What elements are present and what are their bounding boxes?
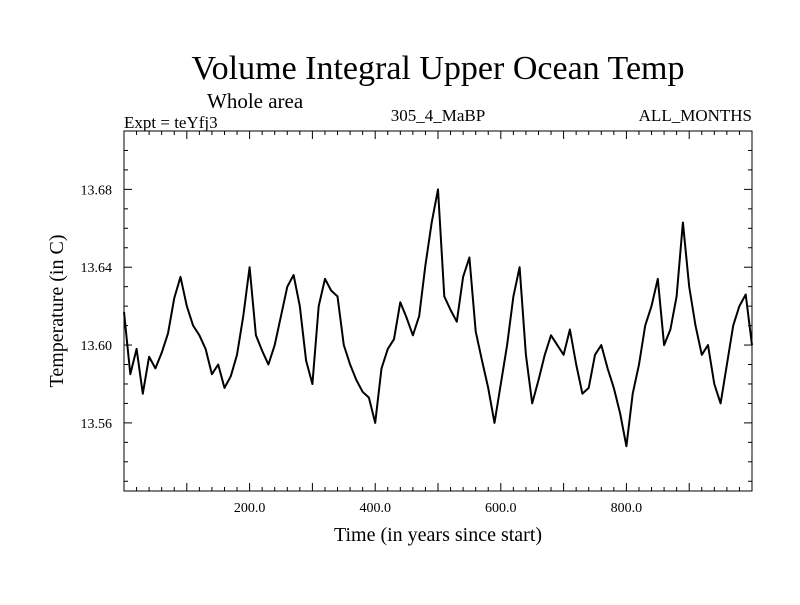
- x-axis-ticks: 200.0 400.0 600.0 800.0: [136, 131, 740, 516]
- series-layer: [123, 188, 753, 448]
- y-axis-label: Temperature (in C): [46, 235, 68, 388]
- x-tick-label: 600.0: [485, 501, 517, 516]
- plot-frame: [123, 130, 753, 492]
- y-tick-label: 13.60: [81, 339, 113, 354]
- months-label: ALL_MONTHS: [639, 106, 752, 125]
- y-tick-label: 13.64: [81, 261, 113, 276]
- x-tick-label: 400.0: [359, 501, 391, 516]
- chart-subtitle: Whole area: [207, 89, 304, 113]
- x-axis-label: Time (in years since start): [334, 524, 542, 546]
- y-tick-label: 13.56: [81, 417, 113, 432]
- experiment-label: Expt = teYfj3: [124, 113, 218, 132]
- series-line-0: [123, 188, 753, 448]
- run-label: 305_4_MaBP: [391, 106, 485, 125]
- y-tick-label: 13.68: [81, 183, 113, 198]
- x-tick-label: 200.0: [234, 501, 266, 516]
- chart-title: Volume Integral Upper Ocean Temp: [192, 50, 685, 87]
- x-tick-label: 800.0: [611, 501, 643, 516]
- y-axis-ticks: 13.56 13.60 13.64 13.68: [81, 130, 752, 482]
